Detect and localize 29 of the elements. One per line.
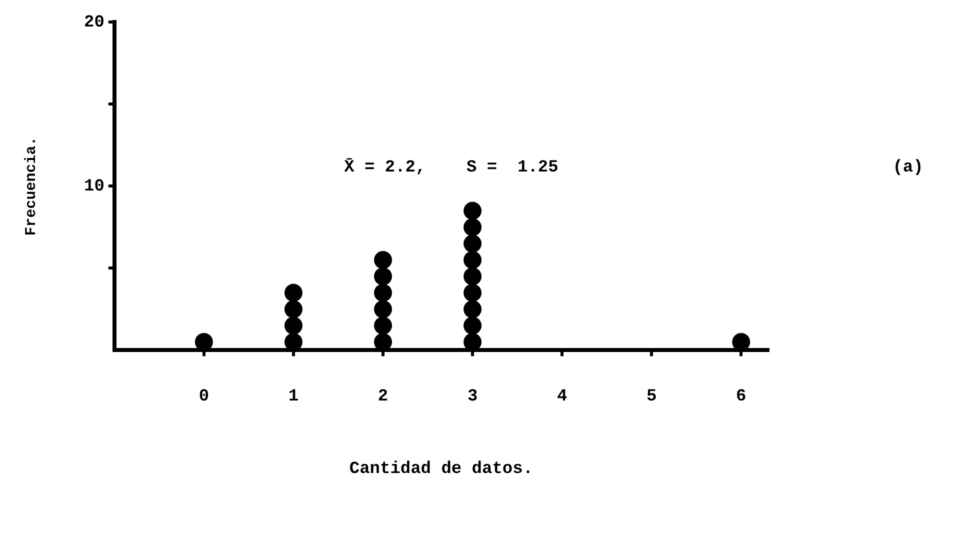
y-axis-title: Frecuencia. xyxy=(22,136,40,236)
point xyxy=(284,300,302,318)
x-tick-label: 2 xyxy=(378,388,388,407)
y-tick-label: 20 xyxy=(84,13,104,32)
point xyxy=(284,316,302,335)
y-tick-label: 10 xyxy=(84,177,104,196)
point xyxy=(464,234,482,253)
x-tick-label: 4 xyxy=(556,388,568,407)
point xyxy=(374,316,392,335)
point xyxy=(374,284,392,302)
point xyxy=(464,251,482,269)
x-tick-label: 6 xyxy=(736,388,746,407)
point xyxy=(374,267,392,286)
point xyxy=(464,300,482,318)
x-tick-label: 1 xyxy=(288,388,299,407)
x-tick-label: 3 xyxy=(467,388,478,407)
point xyxy=(374,300,392,318)
point xyxy=(464,316,482,335)
text: (a) xyxy=(892,158,924,178)
annotation: X̄ = 2.2, S = 1.25 xyxy=(344,158,558,178)
x-tick-label: 5 xyxy=(646,388,657,407)
x-axis-title: Cantidad de datos. xyxy=(349,460,534,480)
point xyxy=(284,284,302,302)
point xyxy=(464,218,482,236)
point xyxy=(464,284,482,302)
point xyxy=(374,251,392,269)
point xyxy=(464,202,482,220)
point xyxy=(464,267,482,286)
x-tick-label: 0 xyxy=(198,388,210,407)
